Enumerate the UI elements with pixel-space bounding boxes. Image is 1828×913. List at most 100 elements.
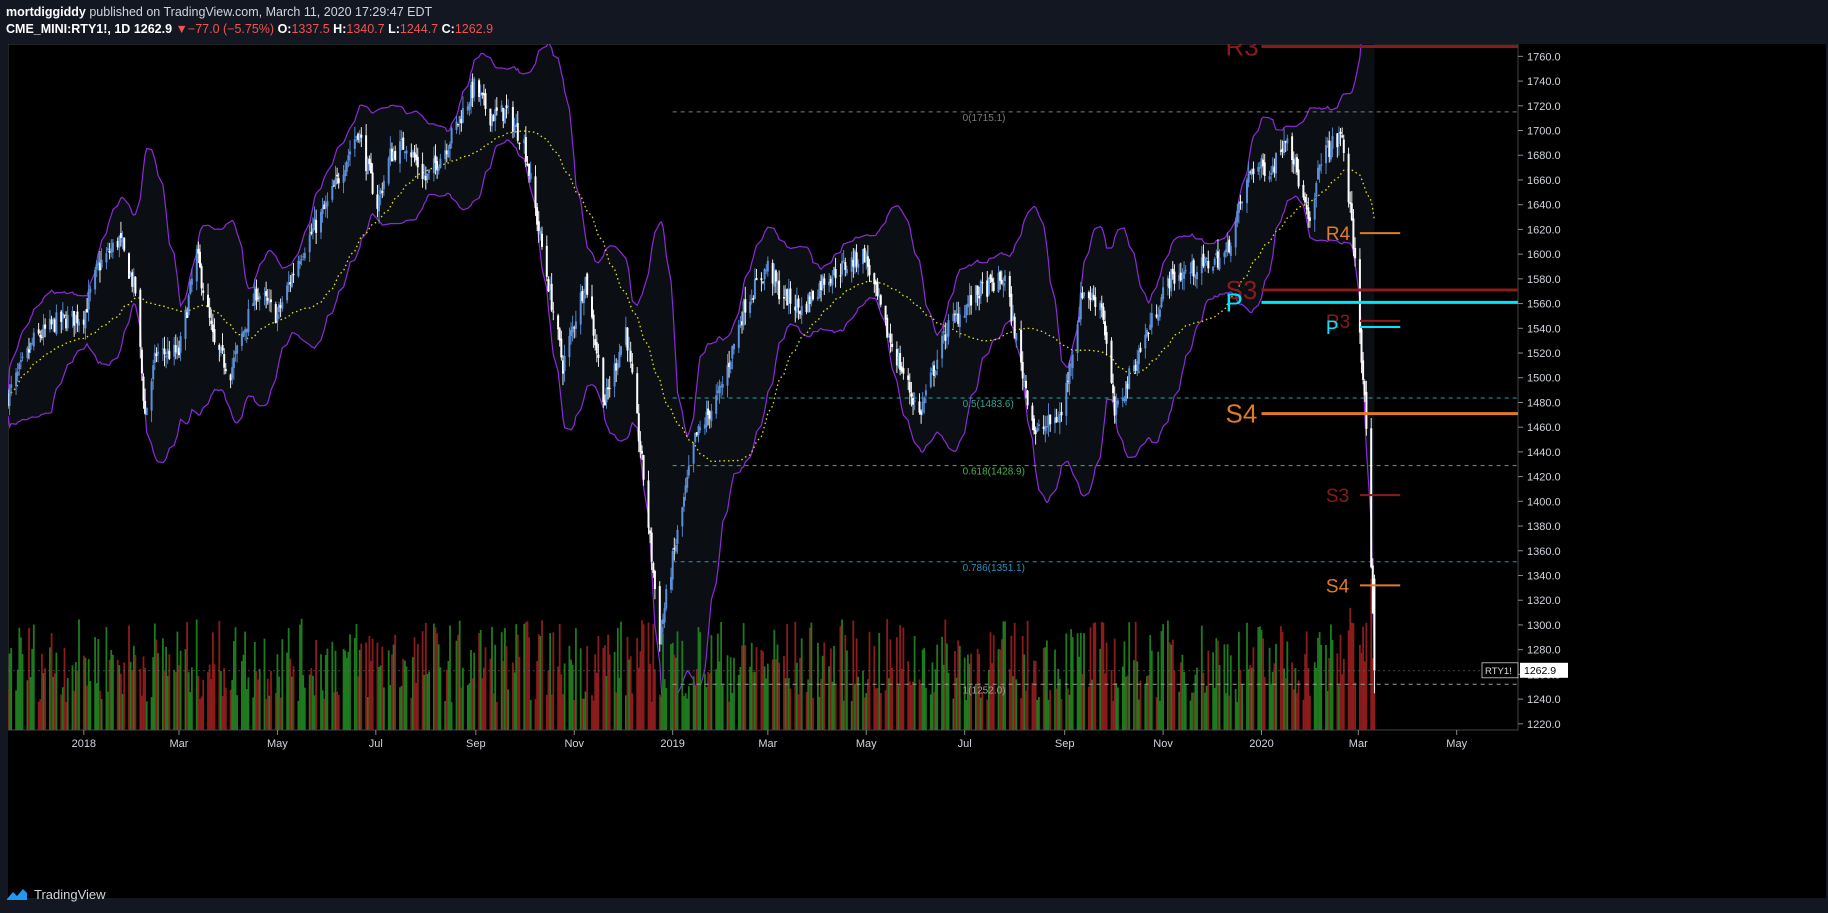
candle-body [491, 115, 493, 127]
volume-bar [584, 691, 587, 730]
volume-bar [752, 672, 755, 730]
volume-bar [337, 695, 340, 730]
tradingview-footer[interactable]: TradingView [6, 882, 106, 906]
volume-bar [1318, 632, 1321, 730]
candle-body [1091, 292, 1094, 298]
candle-body [1307, 207, 1310, 220]
chart-area[interactable]: 0(1715.1) 0.5(1483.6) 0.618(1428.9) 0.786(1… [8, 44, 1826, 898]
volume-bar [400, 685, 403, 730]
candle-body [1320, 164, 1323, 166]
candle-body [444, 150, 447, 160]
candle-body [378, 195, 380, 212]
volume-bar [1286, 641, 1289, 730]
candle-body [650, 532, 653, 562]
volume-bar [529, 700, 532, 730]
price-tick-label: 1540.0 [1527, 323, 1561, 335]
volume-bar [850, 701, 853, 730]
candle-body [620, 346, 622, 355]
candle-body [245, 328, 248, 333]
candle-body [550, 283, 553, 311]
candle-body [202, 290, 205, 293]
volume-bar [604, 645, 606, 730]
volume-bar [913, 636, 916, 730]
volume-bar [545, 695, 548, 730]
volume-bar [828, 666, 830, 730]
price-chart[interactable]: 0(1715.1) 0.5(1483.6) 0.618(1428.9) 0.786(1… [8, 44, 1826, 898]
volume-bar [1273, 663, 1276, 730]
volume-bar [105, 627, 108, 730]
candle-body [592, 314, 595, 336]
candle-body [866, 256, 869, 267]
candle-body [1178, 274, 1181, 281]
volume-bar [1138, 699, 1140, 730]
volume-bar [426, 674, 429, 730]
volume-bar [37, 701, 40, 730]
volume-bar [153, 623, 156, 730]
volume-bar [336, 691, 338, 730]
candle-body [818, 283, 821, 298]
volume-bar [670, 644, 672, 730]
plot-layer: 0(1715.1) 0.5(1483.6) 0.618(1428.9) 0.786(1… [8, 44, 1518, 730]
candle-body [897, 355, 900, 367]
candle-body [812, 291, 814, 300]
candle-body [545, 245, 548, 277]
volume-bar [276, 654, 279, 730]
candle-body [1123, 397, 1126, 401]
volume-bar [1225, 693, 1227, 730]
candle-body [887, 336, 890, 338]
time-tick-label: Mar [170, 738, 189, 750]
volume-bar [479, 629, 482, 730]
symbol-label[interactable]: CME_MINI:RTY1!, 1D [6, 22, 131, 36]
volume-bar [1305, 631, 1308, 730]
author-name[interactable]: mortdiggiddy [6, 5, 86, 19]
volume-bar [1076, 633, 1079, 730]
volume-bar [323, 698, 326, 730]
candle-body [189, 281, 192, 294]
candle-body [84, 310, 87, 329]
candle-body [1297, 169, 1300, 187]
volume-bar [89, 681, 92, 730]
volume-bar [908, 681, 911, 730]
candle-body [460, 119, 463, 124]
candle-body [1099, 302, 1102, 311]
volume-bar [1083, 633, 1085, 730]
candle-body [563, 356, 566, 372]
candle-body [541, 233, 543, 247]
candle-body [771, 262, 774, 284]
candle-body [107, 248, 109, 250]
candle-body [1329, 147, 1332, 160]
volume-bar [613, 651, 616, 730]
candle-body [289, 282, 292, 285]
volume-bar [379, 665, 382, 730]
candle-body [579, 292, 582, 325]
volume-bar [144, 667, 146, 730]
volume-bar [353, 638, 356, 730]
candle-body [1002, 283, 1005, 287]
volume-bar [963, 657, 966, 730]
candle-body [1184, 270, 1187, 272]
candle-body [1331, 136, 1334, 149]
volume-bar [560, 674, 563, 730]
candle-body [841, 261, 843, 275]
volume-bar [562, 694, 564, 730]
candle-body [320, 211, 322, 233]
time-tick-label: Mar [1349, 738, 1368, 750]
candle-body [1234, 221, 1237, 248]
volume-bar [1191, 692, 1193, 730]
volume-bar [810, 622, 813, 730]
volume-bar [302, 675, 305, 730]
volume-bar [931, 662, 934, 730]
candle-body [1020, 329, 1023, 363]
volume-bar [518, 656, 521, 730]
volume-bar [82, 655, 85, 730]
candle-body [8, 393, 9, 407]
volume-bar [78, 619, 80, 730]
candle-body [931, 367, 934, 371]
candle-body [231, 367, 234, 379]
volume-bar [231, 680, 234, 730]
volume-bar [897, 685, 900, 730]
candle-body [529, 172, 532, 180]
candle-body [347, 155, 350, 161]
volume-bar [492, 693, 495, 730]
volume-bar [1162, 624, 1164, 730]
